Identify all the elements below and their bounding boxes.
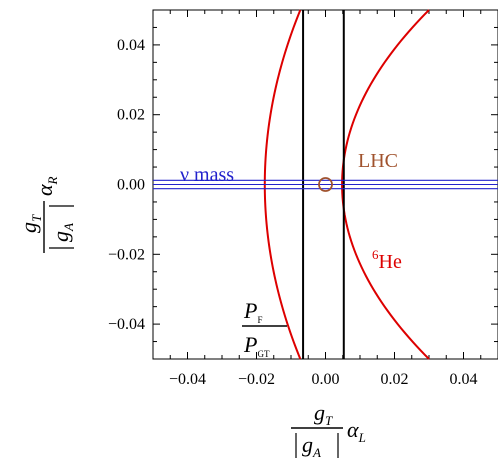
y-tick-label: 0.02: [117, 107, 145, 124]
x-label-numerator: gT: [314, 400, 333, 428]
y-label-g: g: [16, 222, 41, 233]
y-label-alpha: αR: [32, 176, 60, 196]
annotation-layer: ν mass LHC 6He PF PGT: [180, 150, 402, 359]
y-tick-label: 0.04: [117, 37, 145, 54]
lhc-label: LHC: [358, 150, 398, 172]
x-tick-label: −0.02: [238, 371, 275, 388]
y-label-alpha-sub: R: [45, 176, 60, 185]
he6-label: 6He: [372, 247, 402, 273]
pf-symbol: P: [243, 298, 257, 323]
x-label-alpha: αL: [347, 417, 366, 445]
x-label-g: g: [314, 400, 325, 425]
x-label-denominator: gA: [302, 432, 321, 460]
he6-symbol: He: [379, 251, 402, 273]
y-label-g-sub: T: [29, 214, 44, 222]
y-label-den-g: g: [48, 231, 73, 242]
x-tick-label: 0.02: [381, 371, 409, 388]
y-tick-label: −0.04: [108, 316, 145, 333]
x-tick-label: 0.04: [450, 371, 478, 388]
x-label-den-g: g: [302, 432, 313, 457]
x-label-alpha-symbol: α: [347, 417, 359, 442]
x-tick-label: −0.04: [169, 371, 206, 388]
y-tick-label: 0.00: [117, 177, 145, 194]
series-layer: [153, 9, 498, 360]
x-label-alpha-sub: L: [358, 430, 366, 445]
pf-pgt-label: PF PGT: [242, 298, 287, 359]
pf-label: PF: [243, 298, 262, 325]
pf-subscript: F: [257, 315, 262, 325]
y-label-denominator: gA: [48, 223, 76, 242]
x-axis-label: gT gA αL: [291, 400, 366, 460]
he6-superscript: 6: [372, 247, 379, 262]
axis-ticks: −0.04 −0.02 0.00 0.02 0.04 0.04 0.02 0.00 −0.02 −…: [108, 9, 498, 388]
y-label-numerator: gT: [16, 214, 44, 233]
y-tick-label: −0.02: [108, 246, 145, 263]
x-tick-label: 0.00: [312, 371, 340, 388]
pgt-subscript: GT: [257, 349, 269, 359]
y-label-alpha-symbol: α: [32, 184, 57, 196]
x-label-den-sub: A: [312, 445, 321, 460]
pgt-symbol: P: [243, 332, 257, 357]
nu-mass-label: ν mass: [180, 164, 234, 186]
y-axis-label: gT gA αR: [16, 176, 76, 253]
lhc-point-marker: [318, 177, 333, 192]
y-label-den-sub: A: [61, 223, 76, 232]
x-label-g-sub: T: [325, 413, 333, 428]
pgt-label: PGT: [243, 332, 270, 359]
